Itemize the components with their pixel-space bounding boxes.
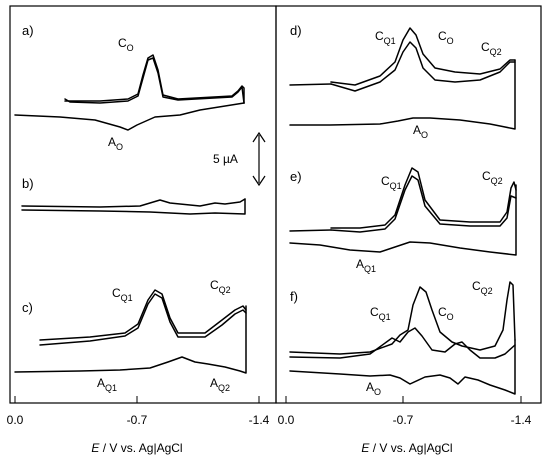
peak-label-d-cq2: CQ2 [481,40,502,57]
right-panel-frame [275,5,542,404]
x-tick-label: 0.0 [7,413,24,427]
curve-e-forward-1 [330,167,517,229]
curve-e-baseline [289,229,332,232]
subplot-e-curves [289,167,517,256]
x-tick-label: -0.7 [393,413,414,427]
scale-bar: 5 µA [213,131,266,187]
peak-label-c-cq1: CQ1 [112,286,133,303]
subplot-label-f: f) [290,289,298,304]
scale-bar-label: 5 µA [213,152,238,166]
peak-label-a-ao: AO [108,135,123,152]
subplot-c-curves [14,289,247,374]
curve-a-reverse [14,102,245,131]
curve-b-forward [21,198,246,208]
x-axis-label-left: E / V vs. Ag|AgCl [91,441,182,455]
scale-bar-arrow-up [252,131,266,143]
curve-d-baseline [289,83,332,86]
subplot-label-c: c) [22,300,33,315]
peak-label-f-ao: AO [366,380,381,397]
x-tick-label: -1.4 [511,413,532,427]
curve-f-reverse [289,339,516,395]
x-tick-label: -0.7 [127,413,148,427]
peak-label-e-cq1: CQ1 [381,174,402,191]
peak-label-d-cq1: CQ1 [375,29,396,46]
subplot-a-curves [14,54,245,131]
subplot-label-a: a) [22,23,34,38]
subplot-d-curves [289,27,516,130]
curve-d-forward-1 [330,27,516,86]
peak-label-d-ao: AO [413,123,428,140]
curve-d-reverse [289,59,516,130]
peak-label-c-aq2: AQ2 [210,376,230,393]
curve-f-forward-1 [289,281,516,355]
curve-c-reverse [14,305,247,374]
curve-b-reverse [21,198,246,215]
subplot-label-d: d) [290,23,302,38]
subplot-label-e: e) [290,169,302,184]
curve-d-forward-2 [330,41,516,92]
peak-label-f-cq1: CQ1 [370,305,391,322]
curve-e-reverse [289,184,517,256]
curve-c-forward-1 [39,289,247,341]
scale-bar-arrow-down [252,175,266,187]
curve-c-forward-2 [39,293,247,346]
peak-label-f-co: CO [438,305,454,322]
peak-label-f-cq2: CQ2 [472,279,493,296]
curve-e-forward-2 [330,175,517,233]
peak-label-e-cq2: CQ2 [482,169,503,186]
curve-a-forward-2 [64,57,245,104]
peak-label-a-co: CO [118,36,134,53]
peak-label-c-aq1: AQ1 [97,376,117,393]
peak-label-c-cq2: CQ2 [210,278,231,295]
peak-label-d-co: CO [438,29,454,46]
x-tick-label: -1.4 [249,413,270,427]
subplot-f-curves [289,281,516,395]
curve-f-forward-2 [289,327,516,359]
subplot-label-b: b) [22,176,34,191]
x-ticks [14,396,522,403]
subplot-b-curves [21,198,246,215]
x-axis-label-right: E / V vs. Ag|AgCl [361,441,452,455]
peak-label-e-aq1: AQ1 [356,257,376,274]
x-tick-label: 0.0 [278,413,295,427]
